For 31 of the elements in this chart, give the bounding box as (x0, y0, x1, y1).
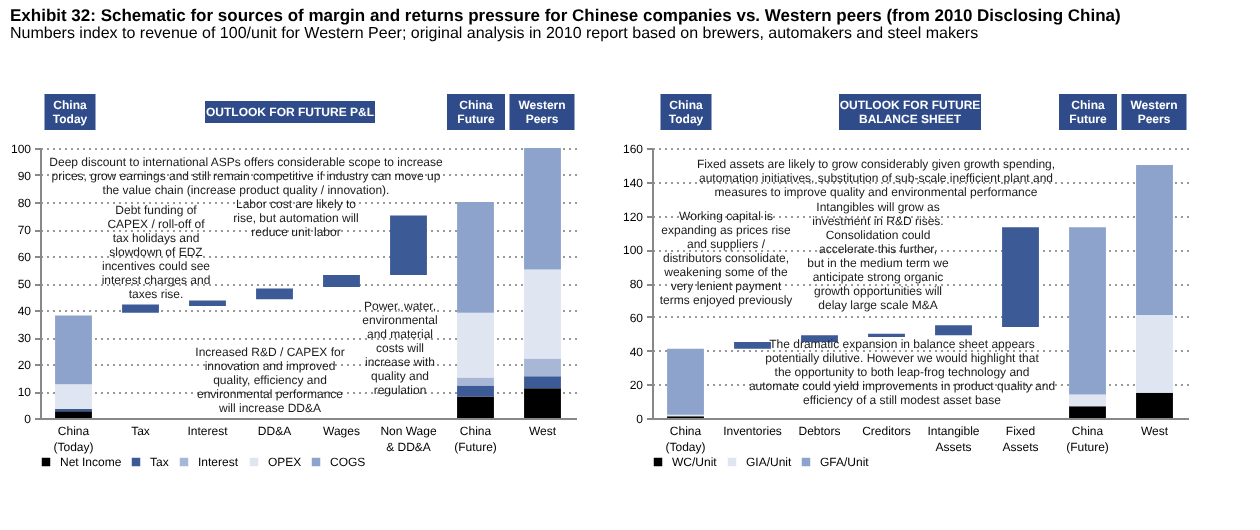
chart-subtitle: Numbers index to revenue of 100/unit for Western Peer; original analysis in 2010 report based on brewers, automakers and steel makers (9, 24, 979, 42)
bar (256, 288, 293, 300)
bar (323, 274, 360, 288)
bar (524, 376, 561, 389)
bar (1136, 164, 1173, 316)
bar (801, 335, 838, 343)
bar (55, 315, 92, 385)
bar (1136, 392, 1173, 418)
bar (390, 215, 427, 275)
bar (457, 312, 494, 378)
bar (457, 202, 494, 313)
bar (524, 388, 561, 418)
bar (524, 358, 561, 377)
bar (55, 384, 92, 410)
bar (1069, 227, 1106, 395)
bar (457, 377, 494, 386)
bar (524, 269, 561, 359)
bar (734, 342, 771, 349)
chart-title: Exhibit 32: Schematic for sources of margin and returns pressure for Chinese companies vs. Western peers (from 2010 Disclosing China) (9, 5, 1121, 25)
bar (935, 325, 972, 336)
bar (122, 304, 159, 313)
bar (457, 396, 494, 418)
bar (189, 300, 226, 306)
bar (1069, 394, 1106, 407)
bar (1002, 227, 1039, 327)
bar (55, 411, 92, 418)
bar (1069, 406, 1106, 418)
bar (457, 385, 494, 397)
bar (1136, 315, 1173, 393)
bar (667, 348, 704, 415)
bar (524, 148, 561, 270)
